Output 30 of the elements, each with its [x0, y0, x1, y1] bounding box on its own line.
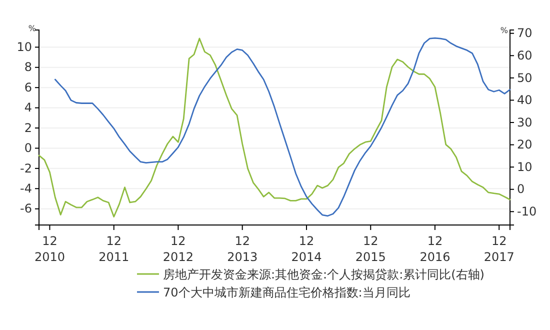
x-tick-label: 12 2017 [484, 234, 514, 264]
x-tick-label: 12 2013 [227, 234, 258, 264]
x-tick-label: 12 2014 [291, 234, 322, 264]
y-tick-label: 8 [24, 60, 32, 74]
y2-tick-label: 50 [517, 70, 532, 85]
y-tick-label: -6 [20, 202, 32, 216]
y2-tick-label: 20 [517, 138, 532, 152]
y-tick-label: 4 [24, 100, 32, 115]
y-tick-label: -2 [20, 161, 32, 176]
x-tick-label: 12 2012 [162, 234, 194, 264]
y-tick-label: 2 [24, 120, 32, 135]
y2-tick-label: -10 [517, 204, 537, 218]
legend-label: 房地产开发资金来源:其他资金:个人按揭贷款:累计同比(右轴) [163, 268, 484, 282]
x-tick-label: 12 2016 [420, 234, 450, 264]
y2-tick-label: 40 [517, 93, 532, 108]
y2-tick-label: 30 [517, 115, 532, 130]
y2-tick-label: 70 [517, 26, 532, 40]
y2-tick-label: 10 [517, 160, 532, 174]
legend-label: 70个大中城市新建商品住宅价格指数:当月同比 [163, 286, 410, 300]
y-tick-label: 6 [24, 80, 32, 94]
y-tick-label: -4 [20, 181, 32, 196]
y-tick-label: 0 [24, 141, 32, 156]
y2-tick-label: 60 [517, 48, 532, 62]
x-tick-label: 12 2015 [355, 234, 386, 264]
y2-axis-title: % [500, 26, 508, 35]
y-axis-title: % [28, 24, 36, 33]
y2-tick-label: 0 [517, 182, 525, 196]
x-tick-label: 12 2011 [98, 234, 130, 264]
y-tick-label: 10 [16, 40, 32, 54]
x-tick-label: 12 2010 [34, 234, 65, 264]
